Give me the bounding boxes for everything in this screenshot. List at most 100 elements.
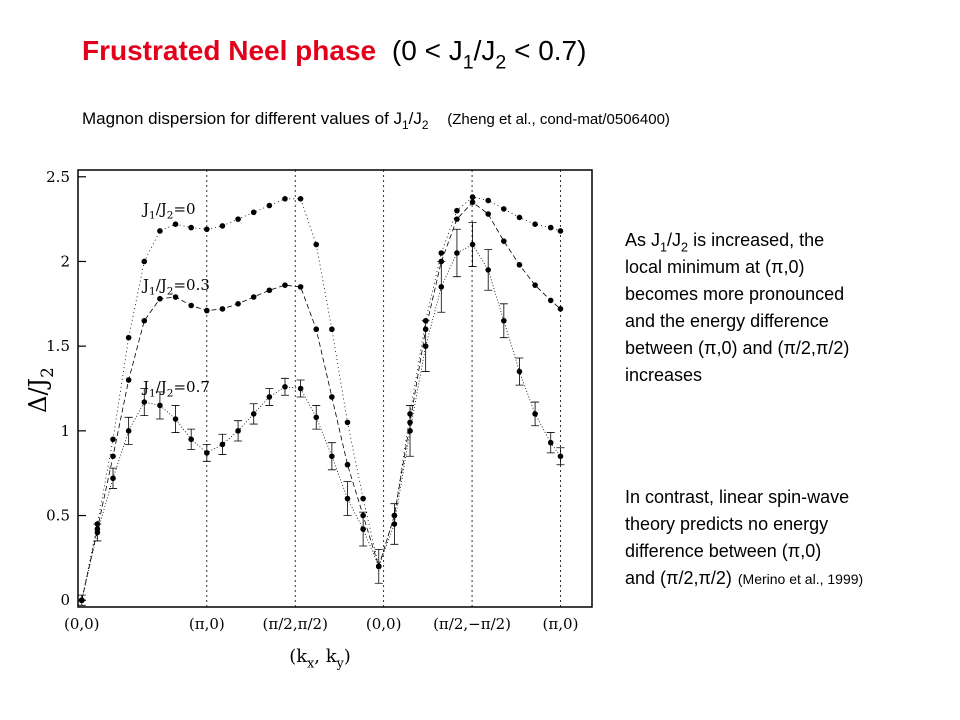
- plot-frame: [77, 169, 593, 608]
- note-line: and (π/2,π/2) (Merino et al., 1999): [625, 568, 863, 588]
- note-line: As J1​/J2​ is increased, the: [625, 230, 824, 254]
- x-tick-label: (π/2,−π/2): [433, 615, 511, 633]
- data-point: [516, 214, 523, 221]
- data-point: [469, 194, 476, 200]
- data-point: [516, 368, 523, 375]
- data-point: [204, 450, 210, 456]
- data-point: [219, 306, 226, 312]
- data-point: [188, 436, 194, 443]
- data-point: [375, 563, 382, 570]
- x-axis-label: (kx​, ky​): [289, 646, 351, 670]
- data-point: [469, 199, 476, 205]
- note-line: theory predicts no energy: [625, 514, 828, 534]
- y-tick-label: 0.5: [46, 507, 70, 525]
- data-point: [110, 475, 116, 482]
- note-text: and (π/2,π/2): [625, 568, 732, 588]
- subtitle: Magnon dispersion for different values o…: [82, 109, 429, 132]
- data-point: [250, 209, 257, 216]
- data-point: [547, 224, 554, 231]
- note-line: and the energy difference: [625, 311, 829, 331]
- data-point: [157, 228, 163, 234]
- data-point: [329, 453, 335, 460]
- data-point: [438, 250, 445, 256]
- curve-label: J1​/J2​=0.7: [141, 378, 210, 400]
- data-point: [297, 195, 304, 202]
- subtitle-line: Magnon dispersion for different values o…: [82, 109, 670, 132]
- data-point: [204, 307, 210, 314]
- note-text: difference between (π,0): [625, 541, 821, 561]
- data-point: [125, 428, 132, 434]
- data-point: [219, 223, 226, 229]
- note-text: local minimum at (π,0): [625, 257, 804, 277]
- y-tick-label: 1: [60, 422, 70, 440]
- note-line: increases: [625, 365, 702, 385]
- data-point: [557, 228, 564, 234]
- data-point: [557, 453, 564, 460]
- data-point: [282, 384, 288, 390]
- data-point: [110, 453, 116, 460]
- note-text: In contrast, linear spin-wave: [625, 487, 849, 507]
- data-point: [454, 207, 460, 214]
- data-point: [297, 284, 304, 290]
- data-point: [125, 334, 132, 341]
- data-point: [485, 267, 491, 273]
- note-line: In contrast, linear spin-wave: [625, 487, 849, 507]
- data-point: [344, 495, 351, 502]
- data-point: [266, 394, 273, 400]
- data-point: [547, 297, 554, 304]
- title-rest: (0 < J1​/J2​ < 0.7): [392, 35, 587, 73]
- data-point: [282, 282, 288, 288]
- data-point: [454, 216, 460, 222]
- data-point: [532, 282, 538, 288]
- data-point: [204, 226, 210, 233]
- data-point: [469, 241, 476, 248]
- note-line: local minimum at (π,0): [625, 257, 804, 277]
- data-point: [172, 221, 179, 228]
- data-point: [547, 439, 554, 446]
- data-point: [282, 195, 288, 202]
- x-tick-label: (0,0): [64, 615, 100, 633]
- data-point: [266, 202, 273, 209]
- y-tick-label: 2.5: [46, 168, 70, 186]
- data-point: [438, 284, 445, 290]
- note-text: between (π,0) and (π/2,π/2): [625, 338, 849, 358]
- data-point: [188, 302, 194, 309]
- title: Frustrated Neel phase (0 < J1​/J2​ < 0.7…: [82, 35, 586, 73]
- data-point: [344, 419, 351, 426]
- data-point: [532, 221, 538, 228]
- data-point: [501, 238, 507, 244]
- data-point: [313, 241, 320, 248]
- data-point: [125, 377, 132, 383]
- curve-label: J1​/J2​=0.3: [141, 276, 210, 298]
- data-point: [313, 326, 320, 333]
- data-point: [360, 526, 366, 532]
- note-text: becomes more pronounced: [625, 284, 844, 304]
- data-point: [557, 306, 564, 312]
- note-line: difference between (π,0): [625, 541, 821, 561]
- y-tick-label: 2: [60, 252, 70, 270]
- x-tick-label: (π,0): [189, 615, 225, 633]
- data-point: [141, 317, 148, 324]
- data-point: [141, 399, 148, 405]
- data-point: [250, 411, 257, 417]
- data-point: [454, 250, 460, 256]
- x-tick-label: (π,0): [543, 615, 579, 633]
- data-point: [78, 597, 85, 604]
- note-text: and the energy difference: [625, 311, 829, 331]
- y-tick-label: 1.5: [46, 337, 70, 355]
- data-point: [329, 394, 335, 400]
- y-axis-label: Δ/J2​: [24, 367, 57, 413]
- data-point: [516, 262, 523, 268]
- note-text: As J1​/J2​ is increased, the: [625, 230, 824, 254]
- data-point: [407, 428, 413, 434]
- note-text: increases: [625, 365, 702, 385]
- note-line: becomes more pronounced: [625, 284, 844, 304]
- data-point: [94, 529, 101, 536]
- x-tick-label: (0,0): [366, 615, 402, 633]
- data-point: [422, 343, 429, 349]
- title-highlight: Frustrated Neel phase: [82, 35, 376, 66]
- data-point: [391, 521, 398, 527]
- data-point: [235, 301, 241, 307]
